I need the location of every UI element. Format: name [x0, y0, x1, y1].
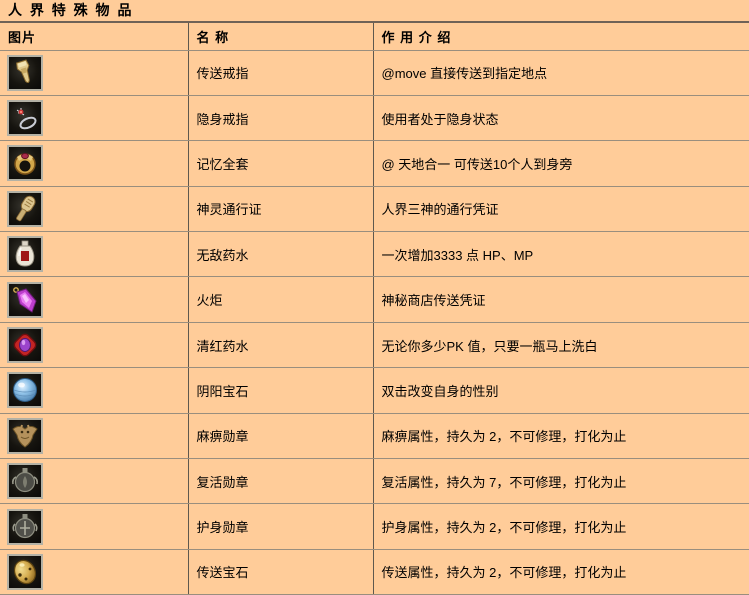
table-row: 隐身戒指 使用者处于隐身状态 [0, 95, 749, 142]
item-description: 麻痹属性，持久为 2，不可修理，打化为止 [373, 413, 749, 460]
column-header-image: 图片 [0, 22, 189, 51]
item-description: 一次增加3333 点 HP、MP [373, 231, 749, 278]
item-image-cell [0, 140, 189, 187]
item-description: 护身属性，持久为 2，不可修理，打化为止 [373, 503, 749, 550]
table-row: 清红药水 无论你多少PK 值，只要一瓶马上洗白 [0, 322, 749, 369]
table-row: 复活勋章 复活属性，持久为 7，不可修理，打化为止 [0, 458, 749, 505]
item-description: 神秘商店传送凭证 [373, 276, 749, 323]
memory-ring-icon [7, 145, 43, 182]
item-name: 护身勋章 [188, 503, 374, 550]
item-name: 复活勋章 [188, 458, 374, 505]
table-row: 麻痹勋章 麻痹属性，持久为 2，不可修理，打化为止 [0, 413, 749, 460]
item-image-cell [0, 186, 189, 233]
item-name: 清红药水 [188, 322, 374, 369]
item-description: 人界三神的通行凭证 [373, 186, 749, 233]
item-image-cell [0, 95, 189, 142]
item-image-cell [0, 322, 189, 369]
teleport-gem-icon [7, 553, 43, 590]
item-image-cell [0, 413, 189, 460]
item-image-cell [0, 503, 189, 550]
header-row: 图片 名 称 作 用 介 绍 [0, 22, 749, 51]
item-name: 记忆全套 [188, 140, 374, 187]
teleport-ring-icon [7, 54, 43, 91]
item-image-cell [0, 367, 189, 414]
items-table: 图片 名 称 作 用 介 绍 传送戒指 @move 直接传送到指定地点 隐身戒指 使用… [0, 21, 749, 595]
invisibility-ring-icon [7, 100, 43, 137]
paralysis-medal-icon [7, 417, 43, 454]
item-description: 双击改变自身的性别 [373, 367, 749, 414]
item-description: 传送属性，持久为 2，不可修理，打化为止 [373, 549, 749, 595]
item-name: 隐身戒指 [188, 95, 374, 142]
item-description: @move 直接传送到指定地点 [373, 50, 749, 96]
potion-bottle-icon [7, 236, 43, 273]
column-header-name: 名 称 [188, 22, 374, 51]
item-name: 火炬 [188, 276, 374, 323]
item-name: 传送宝石 [188, 549, 374, 595]
table-row: 无敌药水 一次增加3333 点 HP、MP [0, 231, 749, 278]
table-row: 阴阳宝石 双击改变自身的性别 [0, 367, 749, 414]
table-row: 火炬 神秘商店传送凭证 [0, 276, 749, 323]
revival-medal-icon [7, 463, 43, 500]
table-row: 护身勋章 护身属性，持久为 2，不可修理，打化为止 [0, 503, 749, 550]
blue-orb-icon [7, 372, 43, 409]
table-row: 传送戒指 @move 直接传送到指定地点 [0, 50, 749, 96]
items-table-body: 传送戒指 @move 直接传送到指定地点 隐身戒指 使用者处于隐身状态 记忆全套 @ 天地… [0, 50, 749, 595]
column-header-description: 作 用 介 绍 [373, 22, 749, 51]
item-name: 神灵通行证 [188, 186, 374, 233]
table-row: 记忆全套 @ 天地合一 可传送10个人到身旁 [0, 140, 749, 187]
guard-medal-icon [7, 508, 43, 545]
torch-crystal-icon [7, 281, 43, 318]
page-title: 人 界 特 殊 物 品 [8, 2, 134, 18]
table-row: 传送宝石 传送属性，持久为 2，不可修理，打化为止 [0, 549, 749, 595]
item-description: 无论你多少PK 值，只要一瓶马上洗白 [373, 322, 749, 369]
item-image-cell [0, 50, 189, 96]
item-description: 复活属性，持久为 7，不可修理，打化为止 [373, 458, 749, 505]
item-image-cell [0, 458, 189, 505]
item-description: 使用者处于隐身状态 [373, 95, 749, 142]
table-row: 神灵通行证 人界三神的通行凭证 [0, 186, 749, 233]
pk-clear-potion-icon [7, 327, 43, 364]
pass-token-icon [7, 190, 43, 227]
item-name: 无敌药水 [188, 231, 374, 278]
item-image-cell [0, 231, 189, 278]
item-image-cell [0, 276, 189, 323]
item-image-cell [0, 549, 189, 595]
item-name: 阴阳宝石 [188, 367, 374, 414]
item-name: 麻痹勋章 [188, 413, 374, 460]
item-description: @ 天地合一 可传送10个人到身旁 [373, 140, 749, 187]
item-name: 传送戒指 [188, 50, 374, 96]
